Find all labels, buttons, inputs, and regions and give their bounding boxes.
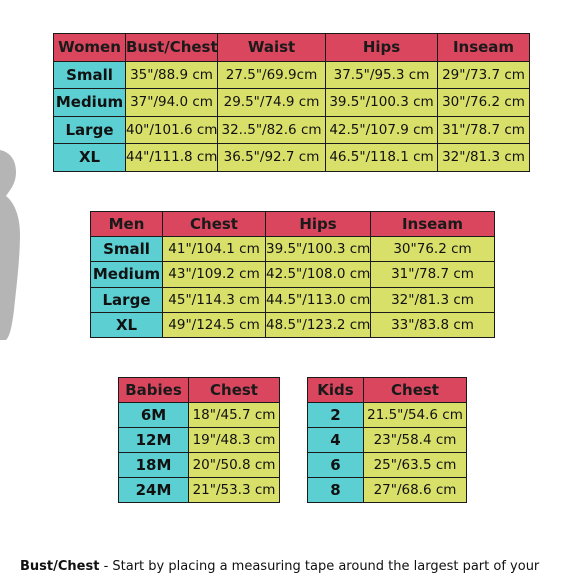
column-header: Inseam (370, 210, 495, 238)
column-header: Babies (118, 377, 189, 403)
size-label: Large (90, 286, 163, 313)
table-cell: 27.5"/69.9cm (217, 60, 326, 89)
table-cell: 29"/73.7 cm (437, 60, 530, 89)
table-row: Medium 43"/109.2 cm 42.5"/108.0 cm 31"/7… (90, 261, 495, 288)
table-cell: 35"/88.9 cm (125, 60, 218, 89)
table-cell: 31"/78.7 cm (437, 115, 530, 144)
table-row: XL 44"/111.8 cm 36.5"/92.7 cm 46.5"/118.… (53, 143, 530, 172)
table-row: 6 25"/63.5 cm (307, 452, 467, 478)
table-row: Medium 37"/94.0 cm 29.5"/74.9 cm 39.5"/1… (53, 88, 530, 117)
table-cell: 39.5"/100.3 cm (265, 236, 371, 263)
table-cell: 33"/83.8 cm (370, 311, 495, 338)
table-row: Large 40"/101.6 cm 32..5"/82.6 cm 42.5"/… (53, 115, 530, 144)
column-header: Waist (217, 33, 326, 62)
instruction-term: Bust/Chest (20, 559, 100, 574)
table-cell: 46.5"/118.1 cm (325, 143, 438, 172)
table-row: 24M 21"/53.3 cm (118, 477, 280, 503)
table-row: 2 21.5"/54.6 cm (307, 402, 467, 428)
table-cell: 32..5"/82.6 cm (217, 115, 326, 144)
column-header: Chest (363, 377, 467, 403)
table-cell: 42.5"/107.9 cm (325, 115, 438, 144)
table-row: Small 35"/88.9 cm 27.5"/69.9cm 37.5"/95.… (53, 60, 530, 89)
men-size-table: Men Chest Hips Inseam Small 41"/104.1 cm… (90, 210, 495, 338)
table-cell: 49"/124.5 cm (162, 311, 266, 338)
body-silhouette-figure (0, 150, 20, 340)
size-label: 12M (118, 427, 189, 453)
table-cell: 43"/109.2 cm (162, 261, 266, 288)
column-header: Inseam (437, 33, 530, 62)
size-label: 6 (307, 452, 364, 478)
table-cell: 18"/45.7 cm (188, 402, 280, 428)
column-header: Bust/Chest (125, 33, 218, 62)
table-row: 6M 18"/45.7 cm (118, 402, 280, 428)
table-cell: 25"/63.5 cm (363, 452, 467, 478)
table-cell: 45"/114.3 cm (162, 286, 266, 313)
size-label: XL (90, 311, 163, 338)
size-label: 18M (118, 452, 189, 478)
table-cell: 44"/111.8 cm (125, 143, 218, 172)
kids-size-table: Kids Chest 2 21.5"/54.6 cm 4 23"/58.4 cm… (307, 377, 467, 503)
table-row: XL 49"/124.5 cm 48.5"/123.2 cm 33"/83.8 … (90, 311, 495, 338)
table-row: 12M 19"/48.3 cm (118, 427, 280, 453)
column-header: Chest (188, 377, 280, 403)
table-cell: 21"/53.3 cm (188, 477, 280, 503)
column-header: Kids (307, 377, 364, 403)
table-cell: 30"76.2 cm (370, 236, 495, 263)
table-cell: 19"/48.3 cm (188, 427, 280, 453)
table-header-row: Kids Chest (307, 377, 467, 403)
babies-size-table: Babies Chest 6M 18"/45.7 cm 12M 19"/48.3… (118, 377, 280, 503)
table-row: Large 45"/114.3 cm 44.5"/113.0 cm 32"/81… (90, 286, 495, 313)
table-header-row: Men Chest Hips Inseam (90, 210, 495, 238)
size-label: 8 (307, 477, 364, 503)
table-cell: 23"/58.4 cm (363, 427, 467, 453)
column-header: Women (53, 33, 126, 62)
table-row: 4 23"/58.4 cm (307, 427, 467, 453)
table-header-row: Babies Chest (118, 377, 280, 403)
column-header: Hips (265, 210, 371, 238)
size-label: Small (90, 236, 163, 263)
table-cell: 41"/104.1 cm (162, 236, 266, 263)
table-cell: 29.5"/74.9 cm (217, 88, 326, 117)
table-cell: 37.5"/95.3 cm (325, 60, 438, 89)
size-label: 6M (118, 402, 189, 428)
size-label: Medium (53, 88, 126, 117)
instruction-text: - Start by placing a measuring tape arou… (99, 559, 540, 574)
size-label: Small (53, 60, 126, 89)
table-cell: 36.5"/92.7 cm (217, 143, 326, 172)
table-cell: 30"/76.2 cm (437, 88, 530, 117)
size-label: 24M (118, 477, 189, 503)
table-row: 18M 20"/50.8 cm (118, 452, 280, 478)
women-size-table: Women Bust/Chest Waist Hips Inseam Small… (53, 33, 530, 172)
table-header-row: Women Bust/Chest Waist Hips Inseam (53, 33, 530, 62)
table-cell: 44.5"/113.0 cm (265, 286, 371, 313)
table-cell: 31"/78.7 cm (370, 261, 495, 288)
size-label: XL (53, 143, 126, 172)
table-cell: 40"/101.6 cm (125, 115, 218, 144)
column-header: Men (90, 210, 163, 238)
table-row: 8 27"/68.6 cm (307, 477, 467, 503)
size-label: 4 (307, 427, 364, 453)
table-cell: 39.5"/100.3 cm (325, 88, 438, 117)
table-cell: 27"/68.6 cm (363, 477, 467, 503)
table-row: Small 41"/104.1 cm 39.5"/100.3 cm 30"76.… (90, 236, 495, 263)
size-label: 2 (307, 402, 364, 428)
table-cell: 21.5"/54.6 cm (363, 402, 467, 428)
size-label: Large (53, 115, 126, 144)
size-label: Medium (90, 261, 163, 288)
table-cell: 42.5"/108.0 cm (265, 261, 371, 288)
table-cell: 20"/50.8 cm (188, 452, 280, 478)
measuring-instructions: Bust/Chest - Start by placing a measurin… (20, 559, 579, 574)
table-cell: 48.5"/123.2 cm (265, 311, 371, 338)
table-cell: 37"/94.0 cm (125, 88, 218, 117)
table-cell: 32"/81.3 cm (437, 143, 530, 172)
column-header: Chest (162, 210, 266, 238)
column-header: Hips (325, 33, 438, 62)
table-cell: 32"/81.3 cm (370, 286, 495, 313)
